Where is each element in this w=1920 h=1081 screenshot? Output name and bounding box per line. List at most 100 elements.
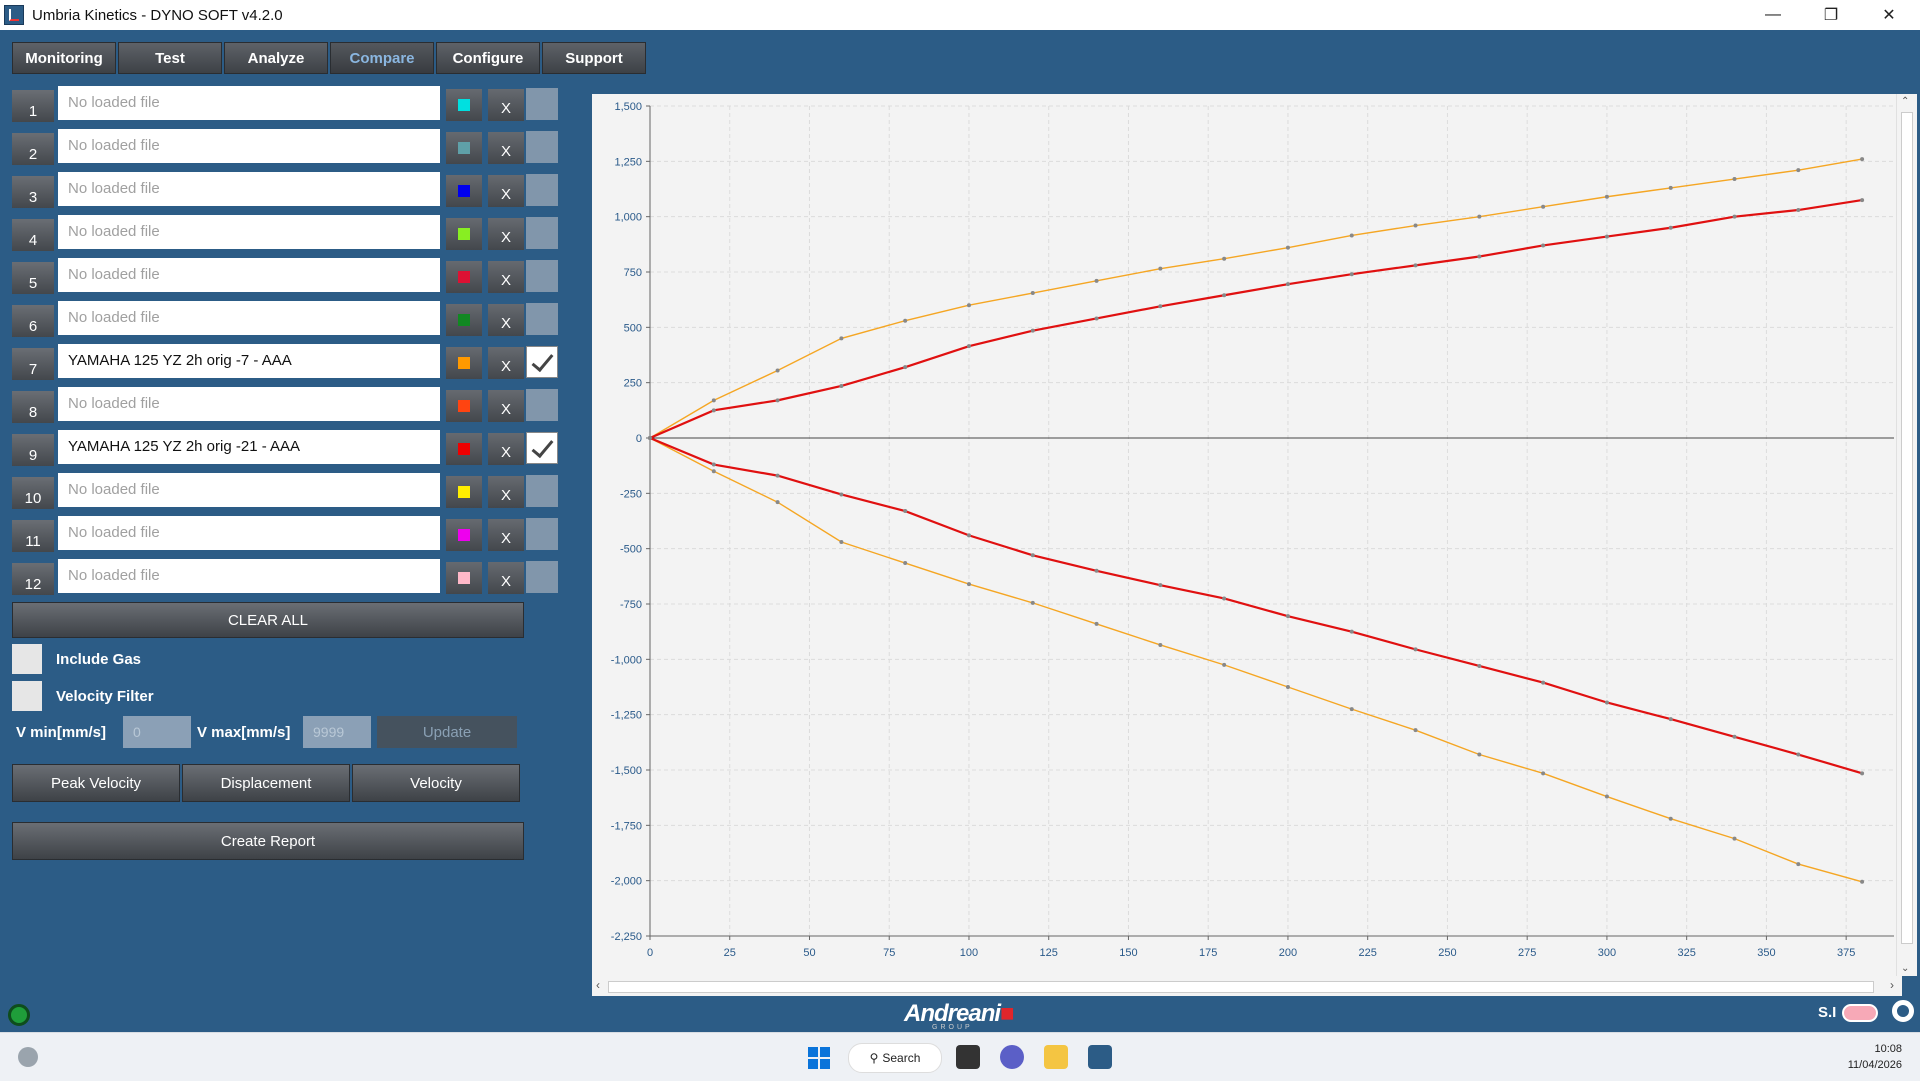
vertical-scrollbar[interactable]: ⌃ ⌄ [1896,94,1917,976]
data-point [1541,243,1546,248]
series-color-button[interactable] [446,132,482,164]
tab-test[interactable]: Test [118,42,222,74]
series-color-button[interactable] [446,519,482,551]
file-name-field[interactable]: No loaded file [58,86,440,120]
remove-file-button[interactable]: X [488,476,524,508]
dyno-soft-taskbar-icon[interactable] [1088,1045,1112,1069]
series-color-button[interactable] [446,175,482,207]
show-series-checkbox[interactable] [526,88,558,120]
show-series-checkbox[interactable] [526,389,558,421]
velocity-button[interactable]: Velocity [352,764,520,802]
peak-velocity-button[interactable]: Peak Velocity [12,764,180,802]
show-series-checkbox[interactable] [526,518,558,550]
show-series-checkbox[interactable] [526,475,558,507]
tab-support[interactable]: Support [542,42,646,74]
clear-all-button[interactable]: CLEAR ALL [12,602,524,638]
y-tick-label: -2,250 [611,931,642,943]
remove-file-button[interactable]: X [488,89,524,121]
horizontal-scroll-thumb[interactable] [608,981,1874,993]
remove-file-button[interactable]: X [488,218,524,250]
remove-file-button[interactable]: X [488,304,524,336]
data-point [1796,862,1801,867]
show-series-checkbox[interactable] [526,260,558,292]
file-row-number: 12 [12,563,54,595]
show-series-checkbox[interactable] [526,346,558,378]
series-color-button[interactable] [446,261,482,293]
remove-file-button[interactable]: X [488,390,524,422]
data-point [1860,879,1865,884]
scroll-down-icon[interactable]: ⌄ [1901,963,1910,974]
series-color-button[interactable] [446,390,482,422]
weather-widget-icon[interactable] [18,1047,38,1067]
file-name-field[interactable]: No loaded file [58,258,440,292]
vmin-input[interactable]: 0 [123,716,191,748]
remove-file-button[interactable]: X [488,175,524,207]
file-name-field[interactable]: YAMAHA 125 YZ 2h orig -21 - AAA [58,430,440,464]
vertical-scroll-thumb[interactable] [1901,112,1913,944]
show-series-checkbox[interactable] [526,217,558,249]
series-color-button[interactable] [446,347,482,379]
remove-file-button[interactable]: X [488,261,524,293]
task-view-icon[interactable] [956,1045,980,1069]
restore-icon[interactable]: ❐ [1823,7,1839,24]
file-explorer-icon[interactable] [1044,1045,1068,1069]
file-name-field[interactable]: No loaded file [58,172,440,206]
scroll-right-icon[interactable]: › [1890,978,1894,992]
vmax-input[interactable]: 9999 [303,716,371,748]
scroll-up-icon[interactable]: ⌃ [1901,96,1910,107]
file-name-field[interactable]: No loaded file [58,301,440,335]
include-gas-label: Include Gas [56,651,142,668]
tab-analyze[interactable]: Analyze [224,42,328,74]
show-series-checkbox[interactable] [526,303,558,335]
chat-icon[interactable] [1000,1045,1024,1069]
data-point [1222,256,1227,261]
tab-monitoring[interactable]: Monitoring [12,42,116,74]
minimize-icon[interactable]: — [1765,6,1781,23]
remove-file-button[interactable]: X [488,347,524,379]
file-name-field[interactable]: No loaded file [58,387,440,421]
series-color-button[interactable] [446,433,482,465]
help-lifebuoy-icon[interactable] [1892,1000,1914,1022]
x-tick-label: 325 [1677,947,1695,959]
data-point [1477,254,1482,259]
file-name-field[interactable]: No loaded file [58,559,440,593]
tab-compare[interactable]: Compare [330,42,434,74]
show-series-checkbox[interactable] [526,561,558,593]
data-point [1158,266,1163,271]
close-icon[interactable]: ✕ [1882,7,1896,24]
file-name-field[interactable]: No loaded file [58,129,440,163]
series-color-button[interactable] [446,476,482,508]
update-button[interactable]: Update [377,716,517,748]
show-series-checkbox[interactable] [526,432,558,464]
series-color-button[interactable] [446,562,482,594]
data-point [1285,685,1290,689]
file-name-field[interactable]: YAMAHA 125 YZ 2h orig -7 - AAA [58,344,440,378]
y-tick-label: 1,000 [614,212,642,224]
series-color-button[interactable] [446,89,482,121]
file-name-field[interactable]: No loaded file [58,215,440,249]
taskbar-search[interactable]: ⚲ Search [848,1043,942,1073]
remove-file-button[interactable]: X [488,132,524,164]
data-point [1732,734,1737,739]
file-name-field[interactable]: No loaded file [58,516,440,550]
windows-start-icon[interactable] [808,1047,830,1069]
velocity-filter-checkbox[interactable] [12,681,42,711]
displacement-button[interactable]: Displacement [182,764,350,802]
create-report-button[interactable]: Create Report [12,822,524,860]
remove-file-button[interactable]: X [488,519,524,551]
tab-configure[interactable]: Configure [436,42,540,74]
remove-file-button[interactable]: X [488,562,524,594]
series-color-button[interactable] [446,304,482,336]
data-point [1604,234,1609,239]
include-gas-checkbox[interactable] [12,644,42,674]
remove-file-button[interactable]: X [488,433,524,465]
show-series-checkbox[interactable] [526,131,558,163]
series-color-button[interactable] [446,218,482,250]
file-name-field[interactable]: No loaded file [58,473,440,507]
units-toggle[interactable] [1842,1004,1878,1022]
scroll-left-icon[interactable]: ‹ [596,978,600,992]
data-point [839,540,844,545]
horizontal-scrollbar[interactable]: ‹ › [592,976,1898,996]
color-swatch-icon [458,142,470,154]
show-series-checkbox[interactable] [526,174,558,206]
